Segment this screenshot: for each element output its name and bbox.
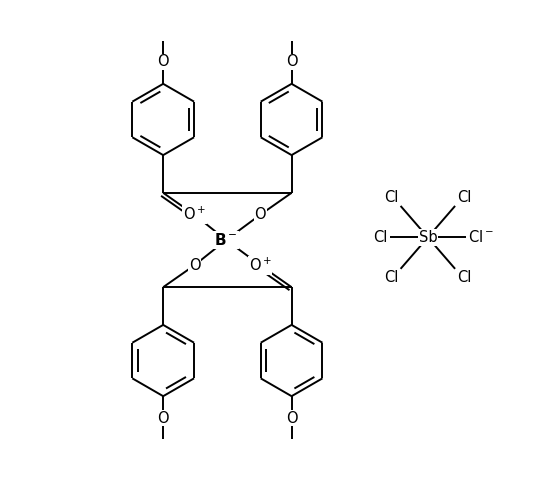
Text: O: O (286, 54, 297, 69)
Text: B$^-$: B$^-$ (214, 232, 238, 248)
Text: Cl: Cl (457, 190, 472, 205)
Text: Sb: Sb (419, 230, 437, 245)
Text: Cl$^-$: Cl$^-$ (468, 229, 494, 245)
Text: O: O (189, 258, 200, 273)
Text: O$^+$: O$^+$ (249, 256, 272, 274)
Text: O: O (286, 411, 297, 426)
Text: O: O (158, 411, 169, 426)
Text: Cl: Cl (457, 270, 472, 285)
Text: Cl: Cl (384, 190, 398, 205)
Text: Cl: Cl (373, 230, 388, 245)
Text: O: O (254, 207, 266, 222)
Text: Cl: Cl (384, 270, 398, 285)
Text: O: O (158, 54, 169, 69)
Text: O$^+$: O$^+$ (183, 206, 206, 224)
